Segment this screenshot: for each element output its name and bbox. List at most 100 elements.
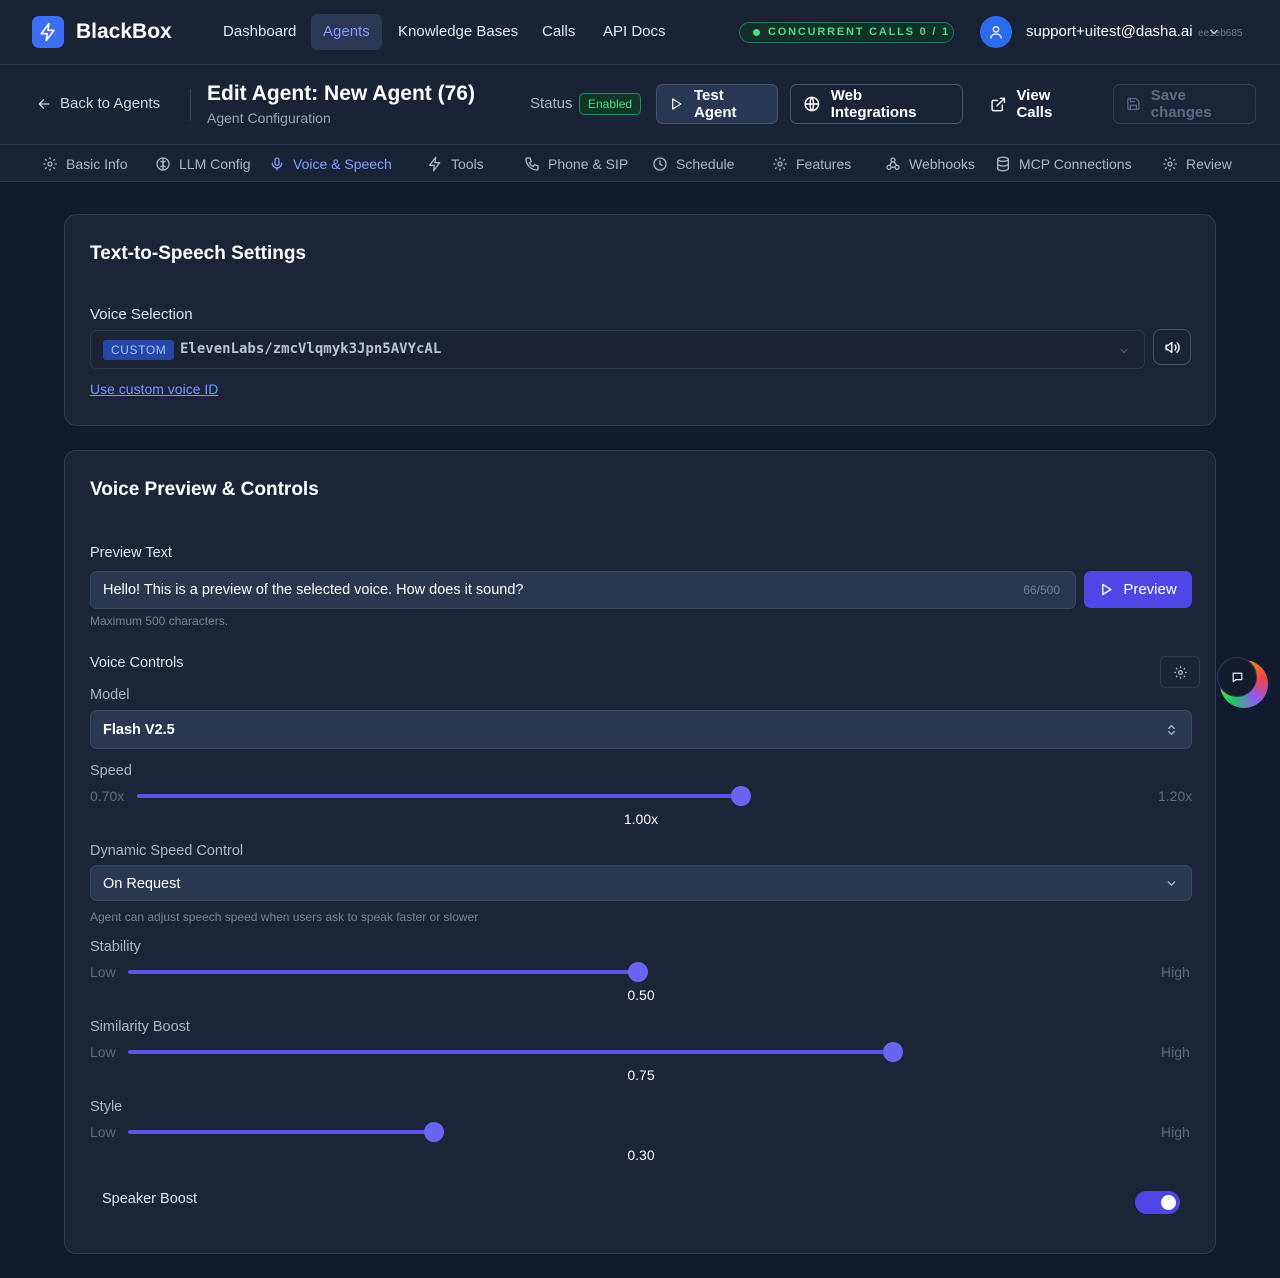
test-agent-button[interactable]: Test Agent	[656, 84, 778, 124]
similarity-track[interactable]	[128, 1050, 893, 1054]
top-navigation: BlackBox Dashboard Agents Knowledge Base…	[0, 0, 1280, 65]
tab-features[interactable]: Features	[772, 145, 851, 182]
speed-label: Speed	[90, 763, 132, 779]
web-integrations-button[interactable]: Web Integrations	[790, 84, 963, 124]
similarity-slider-thumb[interactable]	[883, 1042, 903, 1062]
preview-text-input[interactable]: Hello! This is a preview of the selected…	[90, 571, 1076, 609]
view-calls-button[interactable]: View Calls	[978, 84, 1100, 124]
brand-name[interactable]: BlackBox	[76, 20, 172, 43]
tab-voice-speech[interactable]: Voice & Speech	[269, 145, 392, 182]
status-label: Status	[530, 95, 573, 112]
status-badge: Enabled	[579, 93, 642, 115]
nav-dashboard[interactable]: Dashboard	[223, 23, 297, 40]
external-link-icon	[991, 97, 1006, 111]
concurrent-calls-badge: CONCURRENT CALLS 0 / 1	[739, 22, 954, 43]
voice-id-value: ElevenLabs/zmcVlqmyk3Jpn5AVYcAL	[180, 341, 442, 357]
logo-icon[interactable]	[32, 16, 64, 48]
speaker-icon	[1164, 341, 1180, 353]
user-id: ee1eb685	[1198, 28, 1243, 39]
save-changes-button[interactable]: Save changes	[1113, 84, 1256, 124]
style-slider-thumb[interactable]	[424, 1122, 444, 1142]
tab-webhooks[interactable]: Webhooks	[885, 145, 975, 182]
tab-phone-sip[interactable]: Phone & SIP	[524, 145, 628, 182]
similarity-label: Similarity Boost	[90, 1019, 190, 1035]
stability-max: High	[1161, 964, 1190, 980]
stability-label: Stability	[90, 939, 141, 955]
style-track[interactable]	[128, 1130, 434, 1134]
tab-mcp-connections[interactable]: MCP Connections	[995, 145, 1132, 182]
nav-knowledge-bases[interactable]: Knowledge Bases	[398, 23, 519, 40]
tab-basic-info[interactable]: Basic Info	[42, 145, 127, 182]
speed-track[interactable]	[137, 794, 741, 798]
webhook-icon	[886, 156, 900, 170]
dynamic-speed-select[interactable]: On Request	[90, 865, 1192, 901]
voice-settings-button[interactable]	[1160, 656, 1200, 688]
style-min: Low	[90, 1124, 116, 1140]
speed-min: 0.70x	[90, 788, 125, 804]
globe-icon	[804, 96, 820, 112]
tab-label: Schedule	[676, 155, 735, 172]
nav-api-docs[interactable]: API Docs	[603, 23, 666, 40]
custom-badge: CUSTOM	[103, 340, 175, 360]
chevron-up-down-icon	[1165, 723, 1178, 742]
similarity-min: Low	[90, 1044, 116, 1060]
chat-bubble-icon[interactable]	[1217, 657, 1257, 697]
toggle-knob	[1161, 1195, 1176, 1210]
page-header: Back to Agents Edit Agent: New Agent (76…	[0, 65, 1280, 145]
tab-tools[interactable]: Tools	[427, 145, 484, 182]
page-subtitle: Agent Configuration	[207, 110, 331, 126]
use-custom-voice-id-link[interactable]: Use custom voice ID	[90, 381, 219, 397]
model-select[interactable]: Flash V2.5	[90, 710, 1192, 749]
voice-selection-label: Voice Selection	[90, 306, 193, 323]
chevron-down-icon	[1118, 344, 1130, 362]
speaker-boost-toggle[interactable]	[1135, 1191, 1180, 1214]
clock-icon	[653, 156, 667, 171]
speed-slider-thumb[interactable]	[730, 786, 751, 806]
user-avatar[interactable]	[980, 16, 1012, 48]
dynamic-speed-label: Dynamic Speed Control	[90, 843, 244, 859]
user-email[interactable]: support+uitest@dasha.ai	[1026, 23, 1193, 40]
tab-label: LLM Config	[179, 155, 251, 172]
page-title: Edit Agent: New Agent (76)	[207, 82, 475, 105]
concurrent-calls-text: CONCURRENT CALLS 0 / 1	[768, 26, 950, 38]
voice-preview-card: Voice Preview & Controls Preview Text He…	[64, 450, 1216, 1254]
chevron-down-icon[interactable]	[1208, 25, 1220, 43]
nav-agents[interactable]: Agents	[311, 14, 382, 50]
nav-calls[interactable]: Calls	[542, 23, 576, 40]
back-to-agents-link[interactable]: Back to Agents	[36, 95, 160, 112]
preview-label: Preview	[1123, 581, 1177, 598]
brain-icon	[156, 156, 170, 171]
stability-slider-thumb[interactable]	[628, 962, 648, 982]
tab-label: Review	[1186, 155, 1232, 172]
stability-value: 0.50	[627, 987, 655, 1003]
bolt-icon	[429, 156, 441, 171]
speed-max: 1.20x	[1158, 788, 1193, 804]
play-voice-sample-button[interactable]	[1153, 329, 1191, 365]
style-value: 0.30	[627, 1147, 655, 1163]
save-changes-label: Save changes	[1150, 87, 1212, 121]
stability-track[interactable]	[128, 970, 638, 974]
similarity-value: 0.75	[627, 1067, 655, 1083]
tab-review[interactable]: Review	[1162, 145, 1232, 182]
tab-label: Voice & Speech	[293, 155, 392, 172]
speed-value: 1.00x	[623, 811, 659, 827]
tab-llm-config[interactable]: LLM Config	[155, 145, 251, 182]
gear-icon	[1173, 665, 1187, 679]
model-label: Model	[90, 687, 130, 703]
tab-schedule[interactable]: Schedule	[652, 145, 734, 182]
style-label: Style	[90, 1099, 123, 1115]
view-calls-label: View Calls	[1016, 87, 1053, 121]
tab-label: Tools	[451, 155, 484, 172]
status-dot-icon	[753, 29, 760, 36]
speaker-boost-label: Speaker Boost	[102, 1191, 198, 1207]
play-icon	[672, 98, 682, 110]
char-count: 66/500	[1023, 583, 1060, 597]
voice-select[interactable]: CUSTOM ElevenLabs/zmcVlqmyk3Jpn5AVYcAL	[90, 330, 1145, 369]
preview-button[interactable]: Preview	[1084, 571, 1192, 608]
phone-icon	[525, 156, 539, 171]
dynamic-speed-help: Agent can adjust speech speed when users…	[90, 910, 479, 924]
test-agent-label: Test Agent	[693, 87, 737, 121]
back-label: Back to Agents	[60, 95, 161, 112]
card-title: Text-to-Speech Settings	[90, 243, 307, 264]
tts-settings-card: Text-to-Speech Settings Voice Selection …	[64, 214, 1216, 426]
